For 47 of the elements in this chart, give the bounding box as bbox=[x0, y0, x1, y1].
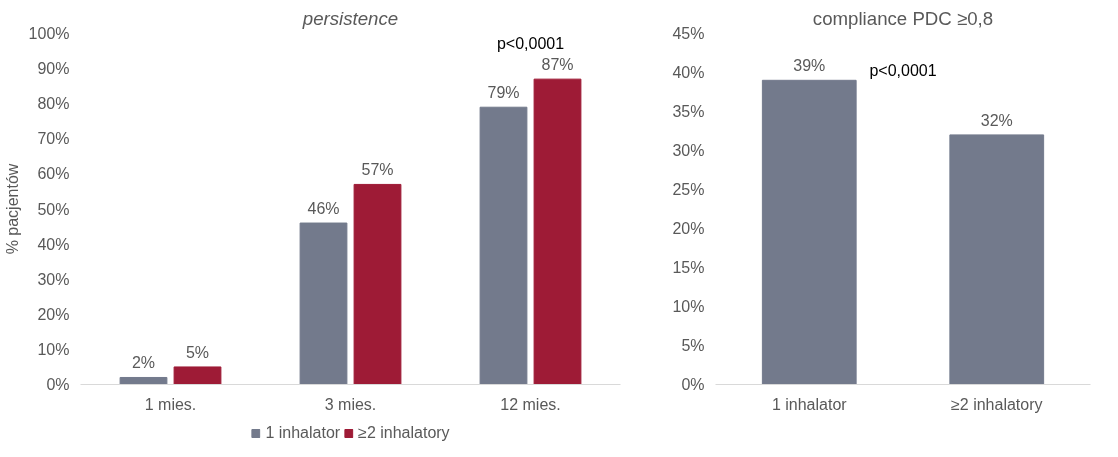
y-tick-label: 45% bbox=[672, 25, 705, 42]
y-tick-label: 5% bbox=[681, 337, 705, 354]
data-label: 2% bbox=[131, 354, 156, 372]
bar bbox=[533, 78, 582, 385]
data-label: 5% bbox=[185, 343, 210, 361]
y-tick-label: 20% bbox=[672, 220, 705, 237]
y-tick-label: 90% bbox=[37, 60, 70, 78]
data-label: 57% bbox=[361, 161, 394, 179]
data-label: 79% bbox=[487, 84, 520, 102]
bar bbox=[479, 106, 528, 385]
chart-title: compliance PDC ≥0,8 bbox=[812, 7, 994, 29]
y-tick-label: 30% bbox=[672, 142, 705, 159]
y-tick-label: 10% bbox=[37, 340, 70, 358]
y-tick-label: 100% bbox=[28, 25, 70, 42]
x-tick-label: 1 inhalator bbox=[771, 395, 848, 413]
y-tick-label: 40% bbox=[672, 64, 705, 81]
x-tick-label: 12 mies. bbox=[500, 395, 561, 413]
y-tick-label: 60% bbox=[37, 165, 70, 183]
data-label: 46% bbox=[307, 200, 340, 218]
x-tick-label: ≥2 inhalatory bbox=[951, 395, 1043, 413]
x-tick-label: 1 mies. bbox=[144, 395, 197, 413]
y-tick-label: 80% bbox=[37, 95, 70, 113]
annotation: p<0,0001 bbox=[869, 61, 937, 79]
y-tick-label: 70% bbox=[37, 130, 70, 148]
data-label: 32% bbox=[980, 111, 1013, 129]
y-tick-label: 30% bbox=[37, 270, 70, 288]
data-label: 87% bbox=[541, 56, 574, 74]
y-tick-label: 10% bbox=[672, 298, 705, 315]
legend-label: 1 inhalator bbox=[265, 424, 341, 442]
y-tick-label: 35% bbox=[672, 103, 705, 120]
y-tick-label: 40% bbox=[37, 235, 70, 253]
bar bbox=[299, 222, 348, 385]
bar bbox=[173, 366, 222, 385]
bar bbox=[119, 376, 168, 385]
bar bbox=[353, 183, 402, 385]
y-tick-label: 15% bbox=[672, 259, 705, 276]
annotation: p<0,0001 bbox=[496, 34, 565, 52]
y-tick-label: 25% bbox=[672, 181, 705, 198]
x-tick-label: 3 mies. bbox=[324, 395, 377, 413]
chart-title: persistence bbox=[301, 7, 399, 29]
y-tick-label: 0% bbox=[46, 376, 70, 393]
y-tick-label: 20% bbox=[37, 305, 70, 323]
y-tick-label: 50% bbox=[37, 200, 70, 218]
data-label: 39% bbox=[793, 57, 826, 75]
y-tick-label: 0% bbox=[681, 376, 705, 393]
y-axis-title: % pacjentów bbox=[3, 163, 21, 255]
legend-label: ≥2 inhalatory bbox=[358, 424, 450, 442]
